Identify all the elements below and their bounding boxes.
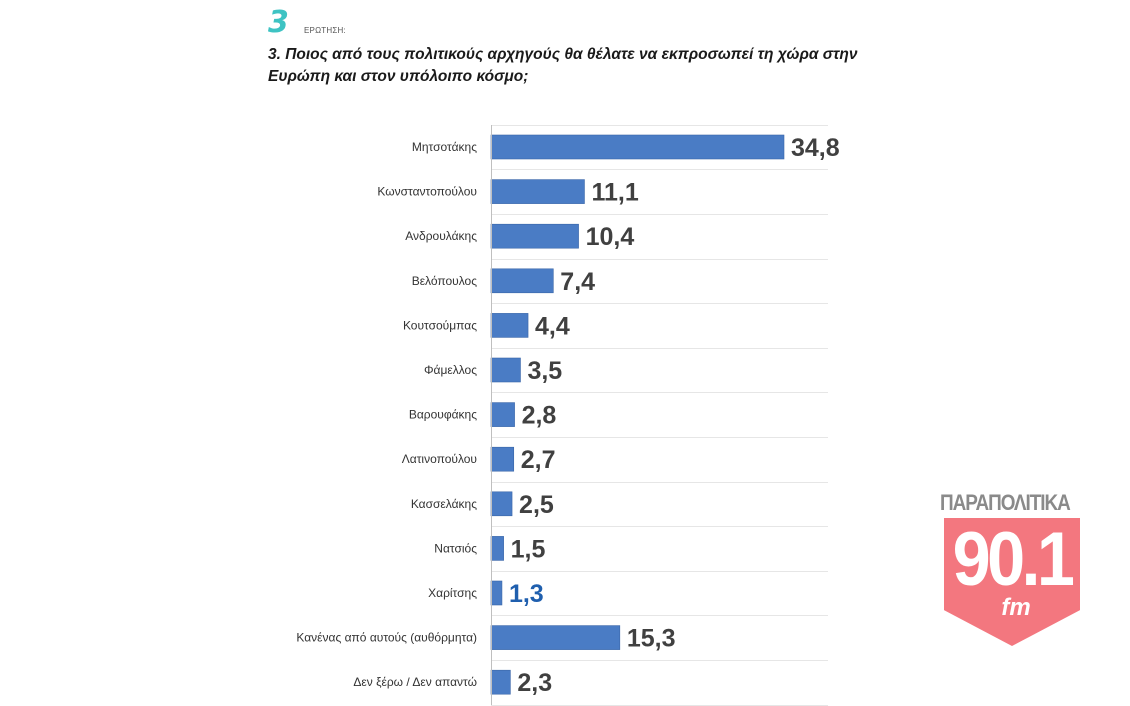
question-word: ΕΡΩΤΗΣΗ: <box>304 26 346 35</box>
category-label: Λατινοπούλου <box>402 452 477 466</box>
value-label: 2,3 <box>517 669 552 697</box>
bar <box>490 313 529 338</box>
value-label: 1,5 <box>511 535 546 563</box>
category-label: Βαρουφάκης <box>409 408 477 422</box>
value-label: 3,5 <box>527 357 562 385</box>
bar <box>490 446 515 472</box>
question-line-1: 3. Ποιος από τους πολιτικούς αρχηγούς θα… <box>268 46 858 63</box>
category-label: Μητσοτάκης <box>412 140 477 154</box>
bar <box>490 134 785 160</box>
bar <box>490 580 503 606</box>
value-label: 4,4 <box>535 312 570 340</box>
bar <box>490 625 621 650</box>
bar <box>490 179 585 204</box>
logo-band: fm <box>1001 594 1031 621</box>
bar <box>490 268 554 294</box>
category-label: Βελόπουλος <box>412 274 478 288</box>
bar <box>490 357 521 383</box>
question-text: 3. Ποιος από τους πολιτικούς αρχηγούς θα… <box>268 44 908 88</box>
category-label: Κωνσταντοπούλου <box>377 185 477 199</box>
value-label: 2,8 <box>522 402 557 430</box>
value-label: 34,8 <box>791 134 840 162</box>
logo-top-text: ΠΑΡΑΠΟΛΙΤΙΚΑ <box>940 490 1071 515</box>
value-label: 1,3 <box>509 580 544 608</box>
bar <box>490 402 515 427</box>
question-line-2: Ευρώπη και στον υπόλοιπο κόσμο; <box>268 68 529 85</box>
bar <box>490 536 504 561</box>
category-label: Ανδρουλάκης <box>405 229 477 243</box>
logo-frequency: 90.1 <box>952 517 1075 602</box>
value-label: 11,1 <box>591 179 638 207</box>
value-label: 15,3 <box>627 625 676 653</box>
station-logo: ΠΑΡΑΠΟΛΙΤΙΚΑ 90.1 fm <box>940 488 1084 648</box>
bar <box>490 669 511 695</box>
category-label: Νατσιός <box>434 541 477 555</box>
bar <box>490 223 579 249</box>
value-label: 2,5 <box>519 491 554 519</box>
bar <box>490 491 513 517</box>
category-label: Κασσελάκης <box>411 497 477 511</box>
category-label: Κουτσούμπας <box>403 318 477 332</box>
category-label: Χαρίτσης <box>428 586 477 600</box>
category-label: Δεν ξέρω / Δεν απαντώ <box>353 675 477 689</box>
category-label: Φάμελλος <box>424 363 477 377</box>
value-label: 10,4 <box>586 223 635 251</box>
category-label: Κανένας από αυτούς (αυθόρμητα) <box>296 631 477 645</box>
value-label: 7,4 <box>560 268 595 296</box>
question-number: 3 <box>268 5 289 40</box>
value-label: 2,7 <box>521 446 556 474</box>
